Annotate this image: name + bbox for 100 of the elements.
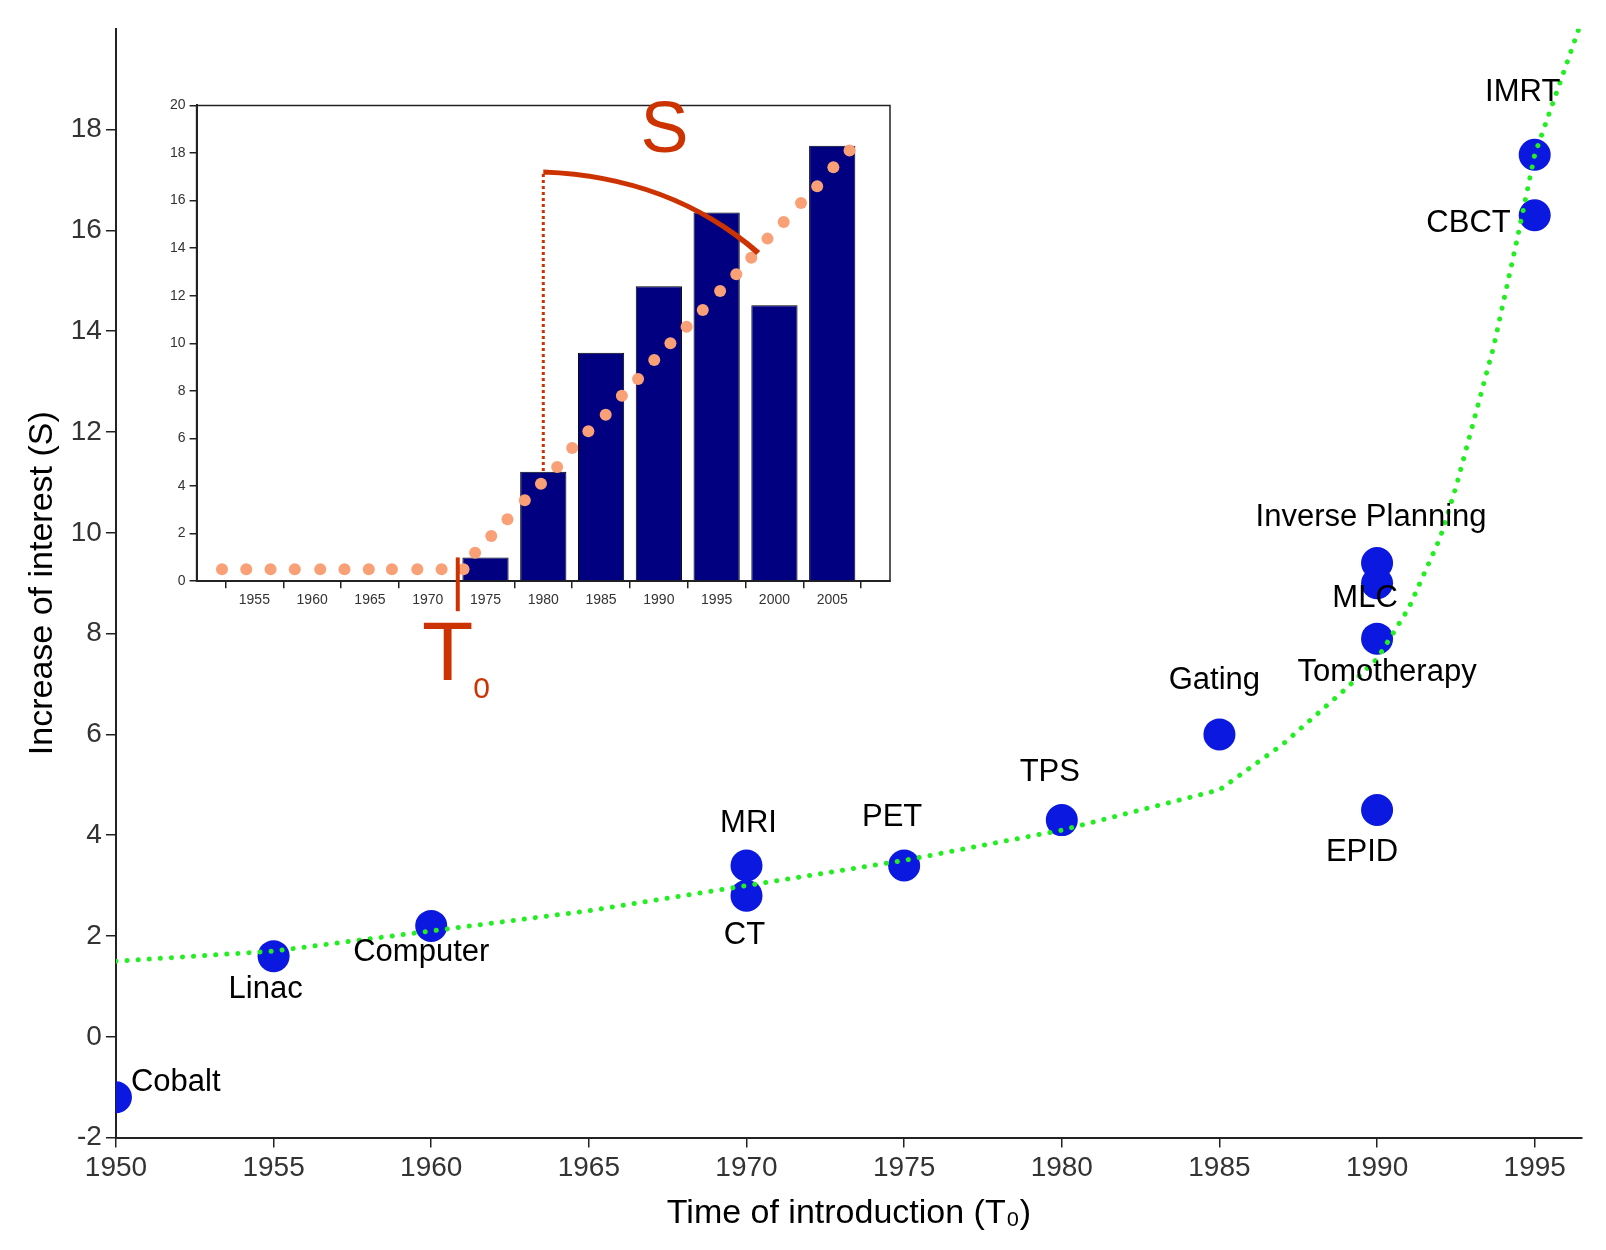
annotation: Cobalt — [130, 1062, 221, 1098]
y-tick-label: 12 — [70, 414, 102, 446]
point — [730, 879, 763, 912]
y-tick-label: 14 — [70, 313, 102, 345]
point — [761, 232, 774, 245]
annotation: IMRT — [1485, 73, 1561, 109]
x-tick-label: 1960 — [296, 591, 328, 608]
y-tick-label: 16 — [70, 213, 102, 245]
point — [338, 563, 351, 576]
x-tick-label: 1970 — [715, 1151, 778, 1183]
point — [485, 530, 498, 542]
y-tick-label: 0 — [86, 1019, 102, 1051]
point — [615, 389, 628, 402]
annotation: PET — [862, 797, 923, 833]
point — [411, 563, 424, 576]
point — [288, 563, 301, 576]
annotation: Computer — [353, 933, 490, 969]
point — [730, 849, 763, 882]
y-tick-label: 6 — [86, 717, 102, 749]
point — [1045, 804, 1078, 837]
point — [216, 563, 228, 576]
annotation: EPID — [1325, 832, 1399, 868]
annotation: Inverse Planning — [1255, 497, 1487, 533]
point — [240, 563, 253, 576]
x-tick-label: 2000 — [758, 591, 791, 608]
y-tick-label: 2 — [86, 918, 102, 950]
point — [777, 215, 790, 228]
annotation: CT — [723, 916, 766, 952]
annotation: TPS — [1019, 752, 1080, 788]
y-tick-label: 2 — [177, 524, 186, 541]
point — [435, 563, 448, 576]
y-tick-label: 0 — [177, 572, 186, 589]
point — [680, 320, 693, 333]
point — [551, 461, 564, 474]
y-axis-title: Increase of interest (S) — [20, 411, 59, 756]
point — [1361, 794, 1394, 826]
point — [518, 494, 531, 507]
x-tick-label: 1980 — [1030, 1151, 1093, 1183]
point — [1518, 199, 1551, 232]
point — [843, 144, 856, 157]
y-tick-label: 14 — [169, 239, 186, 255]
y-tick-label: 6 — [177, 429, 186, 446]
point — [314, 563, 327, 576]
y-tick-label: 10 — [169, 334, 186, 351]
x-tick-label: 2005 — [816, 591, 848, 608]
x-tick-label: 1950 — [84, 1151, 148, 1183]
point — [632, 372, 645, 385]
point — [257, 940, 290, 973]
x-tick-label: 1960 — [400, 1151, 463, 1183]
x-tick-label: 1965 — [354, 591, 386, 608]
annotation: CBCT — [1426, 203, 1511, 239]
annotation: MRI — [720, 803, 777, 839]
x-tick-label: 1985 — [1188, 1151, 1251, 1183]
point — [599, 408, 612, 421]
y-tick-label: -2 — [77, 1120, 102, 1152]
x-tick-label: 1995 — [1503, 1151, 1566, 1183]
annotation: Linac — [228, 969, 303, 1005]
point — [827, 161, 840, 174]
x-tick-label: 1975 — [873, 1151, 936, 1183]
point — [664, 337, 677, 350]
point — [745, 251, 758, 264]
x-tick-label: 1955 — [238, 591, 271, 608]
y-tick-label: 8 — [86, 616, 102, 648]
y-tick-label: 8 — [177, 381, 186, 398]
x-tick-label: 1985 — [585, 591, 617, 608]
point — [696, 303, 709, 316]
x-tick-label: 1965 — [557, 1151, 621, 1183]
point — [811, 180, 824, 193]
y-tick-label: 12 — [169, 286, 186, 303]
point — [1361, 622, 1394, 655]
annotation: Gating — [1168, 660, 1261, 696]
point — [362, 563, 375, 576]
point — [730, 268, 743, 281]
point — [1518, 138, 1551, 171]
point — [714, 284, 727, 297]
point — [648, 353, 661, 366]
annotation: Tomotherapy — [1297, 653, 1478, 689]
y-tick-label: 20 — [169, 96, 186, 113]
point — [469, 546, 482, 559]
y-tick-label: 18 — [70, 112, 102, 144]
x-tick-label: 1990 — [643, 591, 675, 608]
point — [534, 477, 547, 490]
y-tick-label: 16 — [169, 191, 186, 208]
point — [264, 563, 277, 576]
point — [888, 849, 921, 882]
y-tick-label: 4 — [177, 476, 186, 493]
point — [582, 425, 595, 438]
x-tick-label: 1990 — [1345, 1151, 1409, 1183]
x-tick-label: 1980 — [527, 591, 560, 608]
point — [795, 196, 808, 209]
y-tick-label: 10 — [70, 515, 102, 547]
point — [501, 513, 514, 526]
y-tick-label: 18 — [169, 143, 186, 160]
point — [1203, 718, 1236, 751]
point — [385, 563, 398, 576]
annotation: S — [640, 87, 689, 168]
annotation: MLC — [1332, 579, 1398, 615]
x-tick-label: 1995 — [701, 591, 733, 608]
point — [566, 441, 579, 454]
y-tick-label: 4 — [86, 817, 102, 849]
